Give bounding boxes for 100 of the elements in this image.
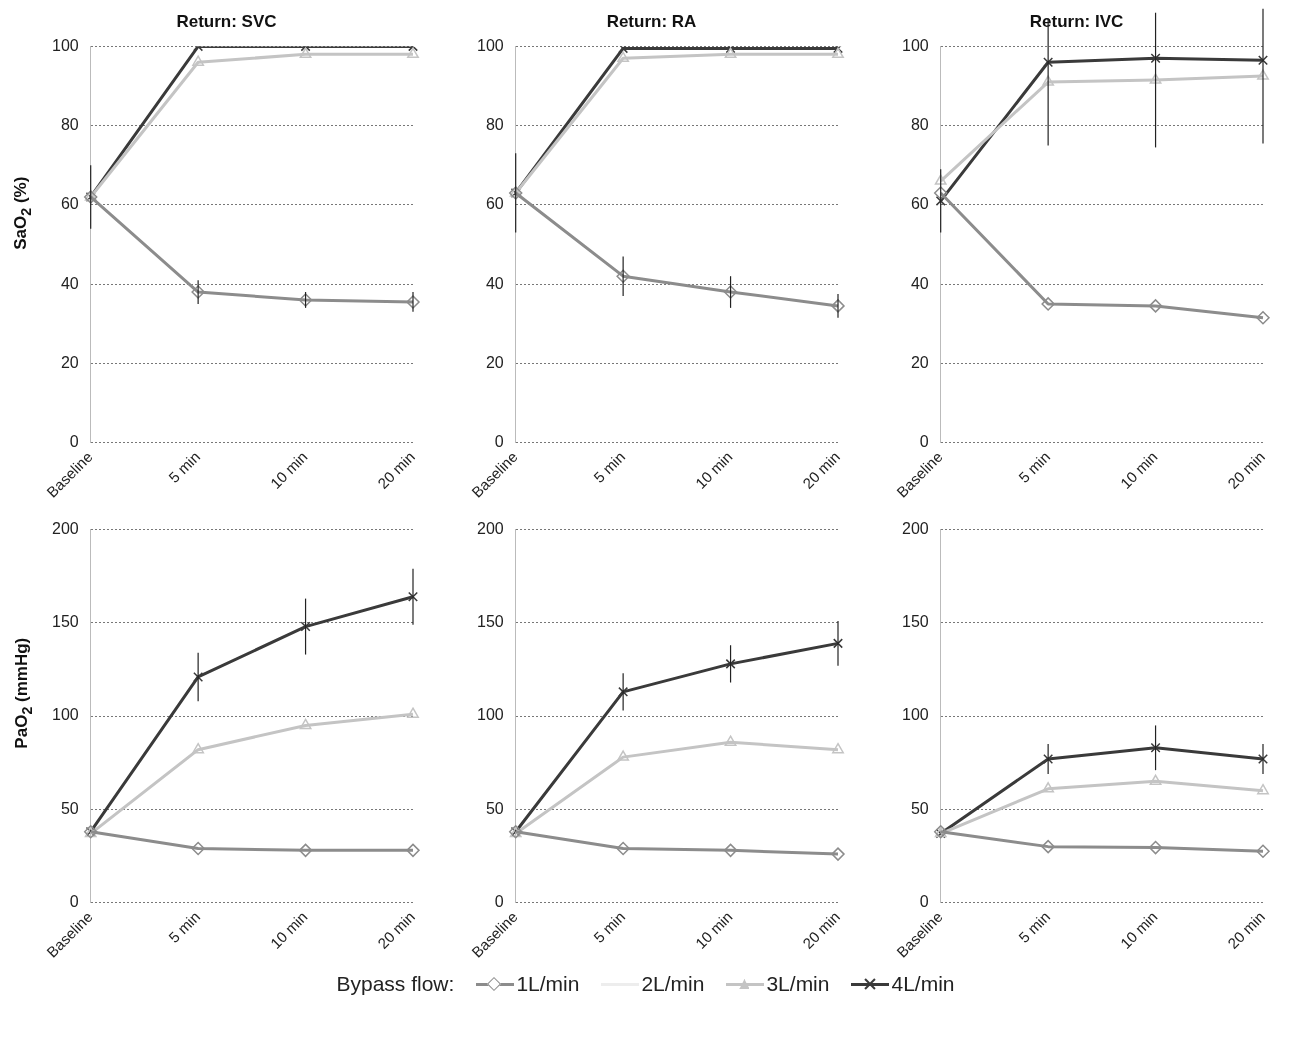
point bbox=[1256, 311, 1270, 325]
point bbox=[406, 843, 420, 858]
point bbox=[723, 285, 738, 299]
point bbox=[1258, 55, 1268, 66]
x-tick-label: 20 min bbox=[374, 447, 419, 492]
point bbox=[191, 285, 205, 299]
y-tick-label: 50 bbox=[60, 799, 79, 817]
y-tick-label: 50 bbox=[485, 799, 504, 817]
point bbox=[832, 47, 844, 59]
y-tick-label: 0 bbox=[494, 432, 504, 450]
point bbox=[1149, 774, 1162, 786]
point bbox=[1043, 57, 1054, 68]
point bbox=[831, 299, 845, 313]
y-tick-label: 60 bbox=[60, 195, 79, 213]
x-tick-label: 5 min bbox=[1015, 447, 1054, 486]
x-tick-label: 5 min bbox=[590, 447, 629, 486]
point bbox=[617, 51, 630, 63]
point bbox=[724, 47, 737, 59]
y-tick-label: 0 bbox=[919, 432, 929, 450]
point bbox=[408, 591, 418, 602]
point bbox=[616, 841, 630, 856]
point bbox=[1041, 297, 1055, 311]
point bbox=[833, 638, 843, 649]
x-tick-label: 5 min bbox=[165, 907, 204, 946]
y-tick-label: 150 bbox=[901, 613, 929, 631]
point bbox=[300, 621, 311, 632]
y-tick-label: 0 bbox=[494, 892, 504, 910]
x-tick-label: 10 min bbox=[691, 447, 736, 492]
y-tick-label: 100 bbox=[476, 706, 504, 724]
point bbox=[832, 742, 844, 754]
y-tick-label: 100 bbox=[51, 36, 79, 54]
x-tick-label: 5 min bbox=[1015, 907, 1054, 946]
point bbox=[618, 686, 629, 697]
x-tick-label: 20 min bbox=[799, 907, 844, 952]
x-tick-label: 20 min bbox=[1224, 907, 1269, 952]
x-tick-label: 5 min bbox=[165, 447, 204, 486]
point bbox=[935, 195, 946, 206]
point bbox=[299, 718, 312, 730]
point bbox=[934, 174, 947, 185]
legend-label: 2L/min bbox=[641, 972, 705, 996]
y-tick-label: 0 bbox=[69, 432, 79, 450]
point bbox=[298, 843, 313, 858]
point bbox=[407, 707, 419, 718]
chart-title: Return: IVC bbox=[1029, 11, 1124, 31]
x-tick-label: 20 min bbox=[799, 447, 844, 492]
y-tick-label: 80 bbox=[60, 116, 79, 134]
point bbox=[831, 847, 845, 861]
point bbox=[724, 735, 737, 746]
chart-title: Return: RA bbox=[606, 11, 697, 31]
point bbox=[192, 742, 205, 754]
point bbox=[933, 186, 948, 200]
y-tick-label: 50 bbox=[910, 799, 929, 817]
legend-title: Bypass flow: bbox=[336, 972, 455, 996]
point bbox=[723, 843, 738, 858]
point bbox=[1256, 844, 1270, 859]
point bbox=[1042, 782, 1055, 793]
y-tick-label: 60 bbox=[910, 195, 929, 213]
point bbox=[1043, 753, 1054, 764]
point bbox=[1148, 840, 1163, 855]
y-tick-label: 40 bbox=[485, 274, 504, 292]
point bbox=[617, 750, 630, 761]
y-tick-label: 200 bbox=[51, 520, 79, 538]
x-tick-label: 10 min bbox=[691, 907, 736, 952]
legend-label: 1L/min bbox=[516, 972, 580, 996]
point bbox=[406, 295, 420, 309]
y-tick-label: 200 bbox=[901, 520, 929, 538]
x-tick-label: 10 min bbox=[1116, 447, 1161, 492]
x-tick-label: 5 min bbox=[590, 907, 629, 946]
y-tick-label: 60 bbox=[485, 195, 504, 213]
legend-label: 3L/min bbox=[766, 972, 830, 996]
point bbox=[1150, 742, 1161, 753]
point bbox=[616, 269, 630, 283]
chart-title: Return: SVC bbox=[176, 11, 277, 31]
x-tick-label: 10 min bbox=[1116, 907, 1161, 952]
point bbox=[1150, 53, 1161, 64]
point bbox=[1257, 69, 1269, 80]
point bbox=[193, 671, 204, 682]
y-tick-label: 40 bbox=[60, 274, 79, 292]
y-tick-label: 150 bbox=[51, 613, 79, 631]
x-tick-label: 10 min bbox=[266, 907, 311, 952]
y-tick-label: 200 bbox=[476, 520, 504, 538]
point bbox=[191, 841, 205, 856]
y-tick-label: 0 bbox=[69, 892, 79, 910]
y-tick-label: 100 bbox=[901, 706, 929, 724]
y-tick-label: 150 bbox=[476, 613, 504, 631]
point bbox=[192, 55, 205, 66]
y-tick-label: 20 bbox=[60, 353, 79, 371]
point bbox=[1148, 299, 1163, 313]
point bbox=[407, 47, 419, 59]
y-tick-label: 20 bbox=[910, 353, 929, 371]
legend-label: 4L/min bbox=[891, 972, 955, 996]
point bbox=[1041, 839, 1055, 854]
x-tick-label: 20 min bbox=[1224, 447, 1269, 492]
y-tick-label: 0 bbox=[919, 892, 929, 910]
y-tick-label: 100 bbox=[901, 36, 929, 54]
x-tick-label: 20 min bbox=[374, 907, 419, 952]
point bbox=[1257, 783, 1269, 795]
point bbox=[1042, 75, 1055, 86]
y-tick-label: 80 bbox=[485, 116, 504, 134]
y-tick-label: 100 bbox=[476, 36, 504, 54]
